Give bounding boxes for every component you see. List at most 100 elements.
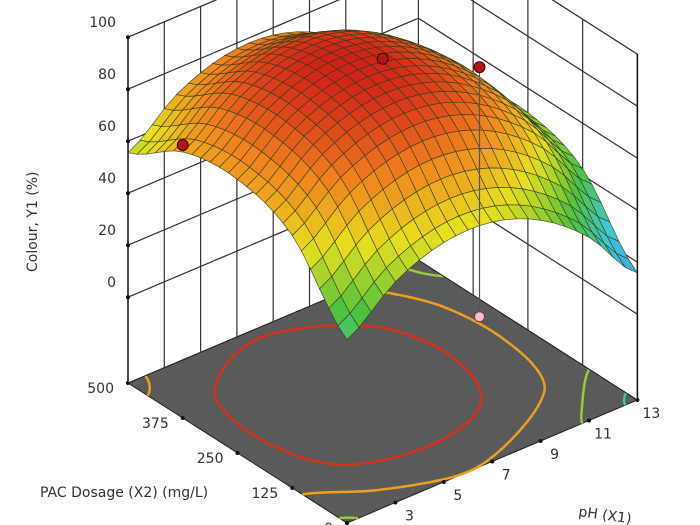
contour-segment bbox=[538, 372, 542, 376]
contour-segment bbox=[422, 445, 429, 450]
contour-segment bbox=[229, 356, 234, 360]
contour-segment bbox=[480, 461, 487, 466]
contour-segment bbox=[427, 443, 434, 448]
contour-segment bbox=[531, 412, 535, 416]
contour-segment bbox=[486, 326, 492, 332]
contour-segment bbox=[213, 384, 217, 388]
contour-segment bbox=[449, 431, 456, 436]
x-tick-mark bbox=[490, 459, 495, 464]
y-tick-mark bbox=[290, 486, 295, 490]
y-tick-label: 125 bbox=[252, 486, 279, 502]
contour-segment bbox=[404, 332, 408, 336]
contour-segment bbox=[245, 429, 250, 434]
contour-segment bbox=[513, 434, 517, 438]
contour-segment bbox=[231, 353, 237, 358]
contour-segment bbox=[457, 427, 462, 431]
contour-segment bbox=[528, 414, 534, 420]
contour-segment bbox=[308, 491, 317, 495]
contour-segment bbox=[523, 423, 527, 427]
contour-segment bbox=[225, 359, 231, 365]
contour-segment bbox=[413, 296, 419, 301]
contour-segment bbox=[214, 379, 219, 384]
contour-segment bbox=[511, 435, 516, 440]
x-tick-label: 7 bbox=[502, 468, 511, 484]
contour-segment bbox=[407, 450, 414, 455]
contour-segment bbox=[147, 381, 151, 386]
contour-segment bbox=[216, 374, 221, 380]
z-gridline bbox=[127, 0, 638, 107]
x-tick-mark bbox=[538, 439, 543, 443]
contour-segment bbox=[585, 372, 589, 376]
contour-segment bbox=[466, 315, 471, 320]
contour-segment bbox=[528, 359, 533, 365]
contour-segment bbox=[526, 417, 531, 423]
contour-segment bbox=[214, 397, 218, 401]
design-point bbox=[376, 52, 389, 65]
contour-segment bbox=[264, 440, 270, 445]
contour-segment bbox=[214, 382, 218, 386]
contour-segment bbox=[532, 410, 536, 414]
z-tick-label: 100 bbox=[89, 15, 116, 31]
contour-segment bbox=[428, 480, 435, 484]
contour-segment bbox=[482, 324, 488, 330]
contour-segment bbox=[423, 272, 430, 276]
contour-segment bbox=[391, 328, 398, 333]
contour-segment bbox=[488, 457, 492, 461]
contour-segment bbox=[272, 444, 278, 449]
contour-segment bbox=[215, 378, 219, 381]
contour-segment bbox=[540, 397, 544, 401]
contour-segment bbox=[583, 379, 587, 383]
y-tick-label: 250 bbox=[197, 451, 224, 467]
contour-segment bbox=[280, 329, 288, 333]
contour-segment bbox=[514, 431, 520, 437]
contour-segment bbox=[260, 438, 266, 443]
y-tick-mark bbox=[235, 451, 240, 455]
contour-segment bbox=[508, 437, 514, 443]
contour-segment bbox=[417, 447, 424, 452]
z-axis-label: Colour, Y1 (%) bbox=[25, 172, 41, 272]
y-tick-label: 500 bbox=[87, 381, 114, 397]
contour-segment bbox=[401, 452, 409, 457]
contour-segment bbox=[393, 292, 400, 297]
contour-segment bbox=[228, 358, 232, 362]
x-tick-mark bbox=[393, 500, 398, 505]
contour-segment bbox=[438, 347, 444, 352]
contour-segment bbox=[358, 461, 367, 466]
contour-segment bbox=[495, 449, 501, 455]
contour-segment bbox=[477, 385, 482, 390]
contour-segment bbox=[217, 402, 222, 407]
contour-segment bbox=[281, 448, 287, 453]
contour-segment bbox=[506, 440, 511, 445]
contour-segment bbox=[468, 419, 471, 423]
contour-segment bbox=[475, 382, 480, 387]
contour-segment bbox=[396, 329, 403, 334]
contour-segment bbox=[423, 339, 427, 344]
contour-segment bbox=[248, 431, 254, 436]
contour-segment bbox=[306, 325, 314, 329]
contour-segment bbox=[473, 378, 478, 384]
contour-segment bbox=[462, 470, 469, 475]
contour-segment bbox=[417, 270, 424, 275]
contour-segment bbox=[421, 338, 425, 343]
contour-segment bbox=[213, 392, 217, 397]
x-tick-label: 9 bbox=[550, 447, 559, 463]
contour-segment bbox=[458, 361, 462, 366]
contour-segment bbox=[524, 421, 528, 426]
contour-segment bbox=[478, 322, 484, 327]
contour-segment bbox=[446, 475, 453, 480]
contour-segment bbox=[277, 446, 283, 451]
contour-segment bbox=[215, 399, 220, 404]
contour-segment bbox=[409, 483, 417, 487]
contour-segment bbox=[539, 374, 544, 379]
contour-segment bbox=[503, 338, 509, 344]
contour-segment bbox=[423, 299, 428, 303]
contour-segment bbox=[467, 468, 474, 473]
contour-segment bbox=[520, 424, 526, 430]
contour-segment bbox=[234, 351, 239, 355]
contour-line bbox=[622, 392, 628, 406]
contour-segment bbox=[510, 343, 514, 348]
contour-segment bbox=[441, 436, 447, 441]
contour-segment bbox=[538, 399, 543, 403]
contour-segment bbox=[390, 455, 397, 460]
